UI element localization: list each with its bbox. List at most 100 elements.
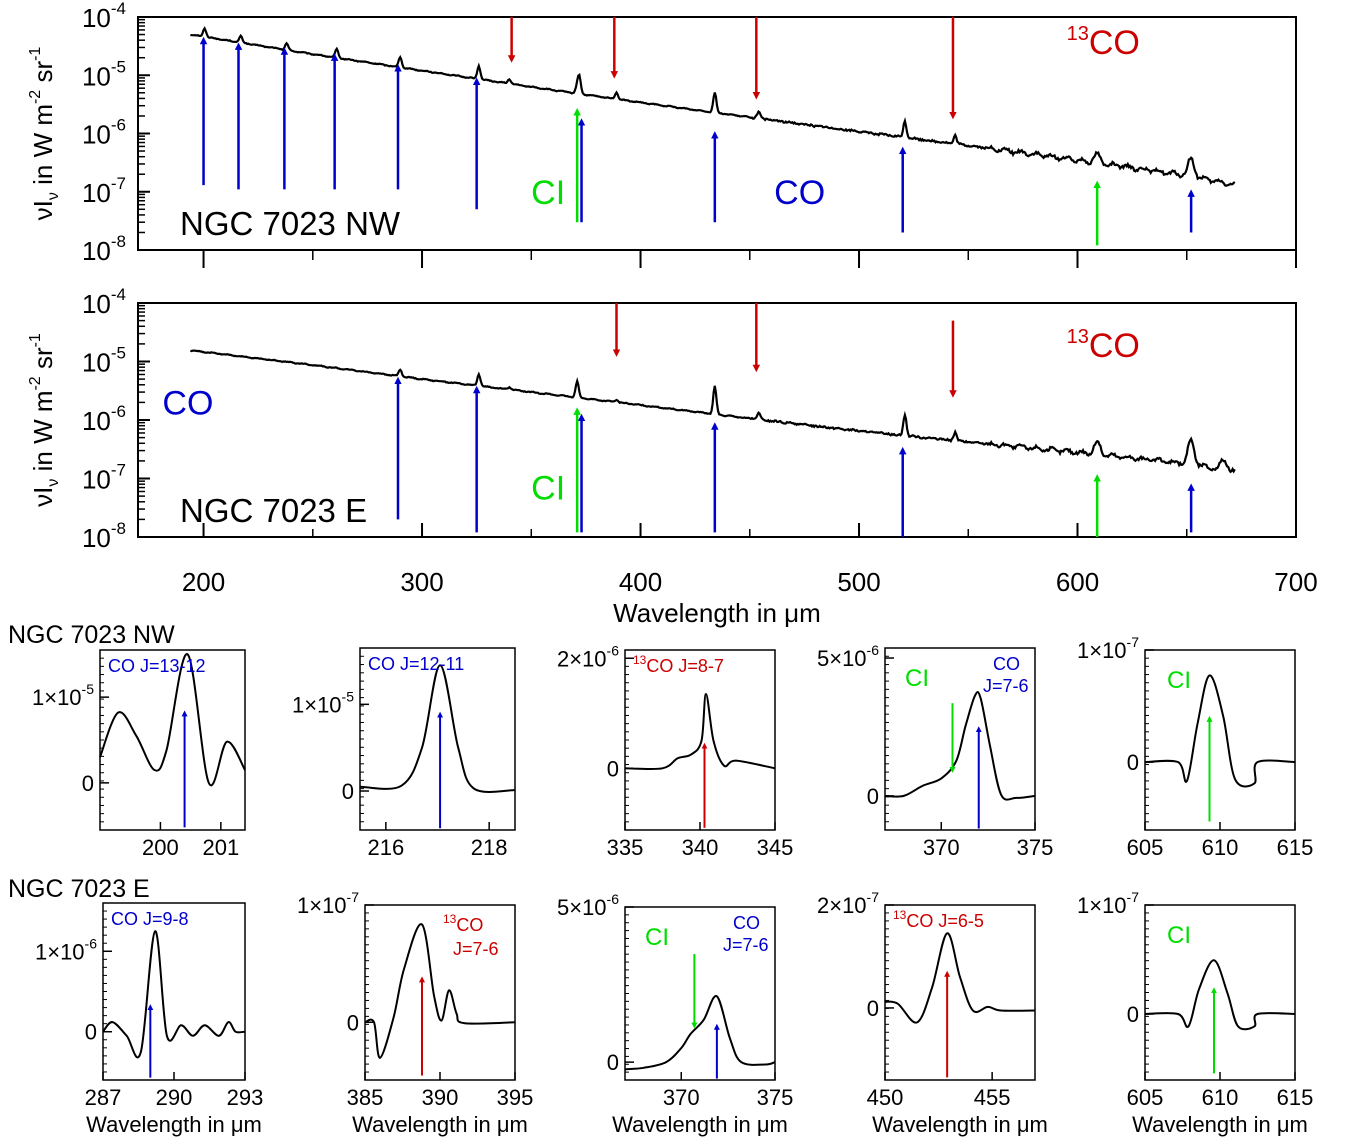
y-tick-label: 0 <box>1127 1002 1139 1027</box>
y-tick-label: 2×10-6 <box>557 642 619 671</box>
section-label-e: NGC 7023 E <box>8 875 150 903</box>
x-tick-label: 216 <box>367 835 404 860</box>
y-tick-label: 10-4 <box>82 285 126 319</box>
zoom-spectrum-line <box>359 664 516 793</box>
y-tick-label: 1×10-5 <box>32 681 94 710</box>
x-tick-label: 615 <box>1277 1085 1314 1110</box>
x-tick-label: 500 <box>837 567 880 597</box>
x-tick-label: 610 <box>1202 1085 1239 1110</box>
y-tick-label: 1×10-5 <box>292 688 354 717</box>
x-tick-label: 200 <box>182 567 225 597</box>
zoom-nw-1-panel: 0 1×10-5 200 201 CO J=13-12 <box>32 649 246 860</box>
zoom-line-label: CI <box>1167 667 1191 694</box>
zoom-frame <box>102 902 246 1081</box>
zoom-spectrum-line <box>99 653 246 787</box>
zoom-spectrum-line <box>624 995 776 1071</box>
zoom-line-label: CO <box>993 654 1020 674</box>
x-axis-label: Wavelength in μm <box>352 1112 528 1137</box>
x-axis-label: Wavelength in μm <box>1132 1112 1308 1137</box>
zoom-line-label: CI <box>1167 922 1191 949</box>
y-tick-label: 10-5 <box>82 57 126 91</box>
y-tick-label: 0 <box>347 1010 359 1035</box>
zoom-spectrum-line <box>364 923 516 1059</box>
species-label: CO <box>162 384 213 422</box>
y-tick-label: 1×10-7 <box>297 889 359 918</box>
x-tick-label: 201 <box>202 835 239 860</box>
c13o-label: 13CO <box>1067 326 1140 365</box>
y-tick-label: 0 <box>607 1050 619 1075</box>
zoom-line-label: J=7-6 <box>723 935 769 955</box>
zoom-frame <box>99 649 246 831</box>
zoom-line-label: 13CO <box>443 912 483 935</box>
zoom-spectrum-line <box>1144 674 1296 788</box>
x-tick-label: 615 <box>1277 835 1314 860</box>
zoom-spectrum-line <box>1144 959 1296 1031</box>
zoom-spectrum-line <box>624 692 776 771</box>
y-tick-label: 0 <box>342 779 354 804</box>
y-tick-label: 10-7 <box>82 461 126 495</box>
x-tick-label: 605 <box>1127 1085 1164 1110</box>
species-label: CI <box>531 470 565 508</box>
zoom-line-label: J=7-6 <box>453 939 499 959</box>
zoom-nw-4-panel: 0 5×10-6 370 375 CI COJ=7-6 <box>817 642 1053 860</box>
x-tick-label: 293 <box>227 1085 264 1110</box>
zoom-line-label: CO <box>733 913 760 933</box>
zoom-line-label: CI <box>905 665 929 692</box>
y-tick-label: 10-8 <box>82 232 126 266</box>
y-tick-label: 10-4 <box>82 0 126 33</box>
zoom-line-label: CO J=9-8 <box>111 909 189 929</box>
y-axis-label: νIν in W m-2 sr-1 <box>27 333 62 507</box>
y-tick-label: 10-5 <box>82 344 126 378</box>
zoom-spectrum-line <box>102 930 246 1059</box>
x-tick-label: 455 <box>974 1085 1011 1110</box>
x-tick-label: 610 <box>1202 835 1239 860</box>
zoom-frame <box>359 647 516 831</box>
y-tick-label: 10-6 <box>82 402 126 436</box>
y-tick-label: 1×10-7 <box>1077 889 1139 918</box>
zoom-spectrum-line <box>884 932 1036 1024</box>
zoom-line-label: 13CO J=6-5 <box>893 908 984 931</box>
y-tick-label: 10-7 <box>82 174 126 208</box>
species-label: CI <box>531 174 565 212</box>
zoom-nw-3-panel: 0 2×10-6 335 340 345 13CO J=8-7 <box>557 642 793 860</box>
x-tick-label: 400 <box>619 567 662 597</box>
x-tick-label: 600 <box>1056 567 1099 597</box>
zoom-nw-5-panel: 0 1×10-7 605 610 615 CI <box>1077 634 1313 860</box>
x-tick-label: 375 <box>757 1085 794 1110</box>
x-axis-label: Wavelength in μm <box>86 1112 262 1137</box>
y-tick-label: 5×10-6 <box>817 642 879 671</box>
x-tick-label: 287 <box>85 1085 122 1110</box>
c13o-label: 13CO <box>1067 23 1140 62</box>
zoom-spectrum-line <box>884 691 1036 801</box>
x-tick-label: 335 <box>607 835 644 860</box>
y-tick-label: 10-8 <box>82 519 126 553</box>
section-label-nw: NGC 7023 NW <box>8 621 175 649</box>
y-tick-label: 0 <box>1127 750 1139 775</box>
zoom-line-label: CO J=12-11 <box>368 654 464 674</box>
x-tick-label: 218 <box>471 835 508 860</box>
source-label: NGC 7023 E <box>180 492 367 529</box>
y-tick-label: 10-6 <box>82 116 126 150</box>
y-tick-label: 0 <box>607 756 619 781</box>
y-tick-label: 0 <box>867 784 879 809</box>
x-tick-label: 300 <box>400 567 443 597</box>
species-label: CO <box>774 174 825 212</box>
x-tick-label: 385 <box>347 1085 384 1110</box>
y-axis-label: νIν in W m-2 sr-1 <box>27 47 62 221</box>
y-tick-label: 5×10-6 <box>557 891 619 920</box>
x-tick-label: 395 <box>497 1085 534 1110</box>
main-e-panel: 10-4 10-5 10-6 10-7 10-8 200 300 400 500 600 700 Wa… <box>27 285 1318 628</box>
x-axis-label: Wavelength in μm <box>872 1112 1048 1137</box>
x-tick-label: 345 <box>757 835 794 860</box>
y-tick-label: 0 <box>85 1020 97 1045</box>
x-tick-label: 290 <box>156 1085 193 1110</box>
x-tick-label: 340 <box>682 835 719 860</box>
y-tick-label: 2×10-7 <box>817 889 879 918</box>
x-tick-label: 700 <box>1274 567 1317 597</box>
